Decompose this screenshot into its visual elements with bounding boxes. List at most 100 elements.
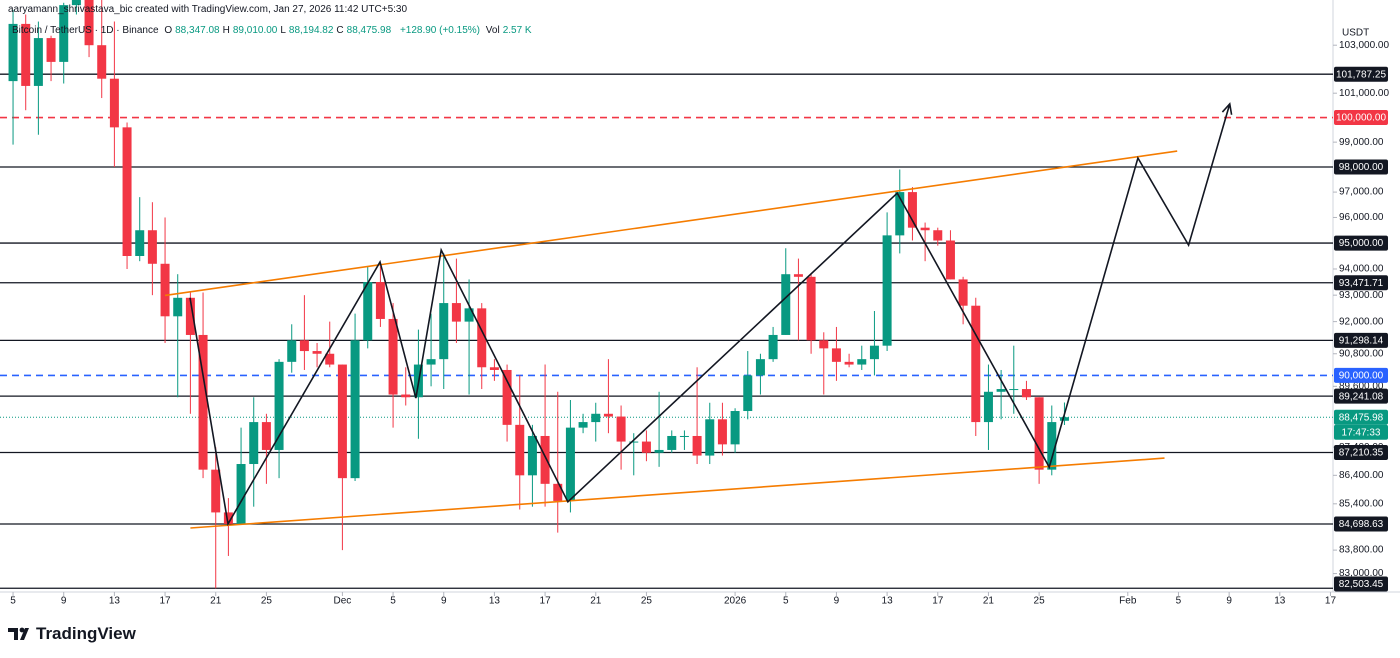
candle-body xyxy=(71,0,81,6)
candle-body xyxy=(553,483,563,501)
candle-body xyxy=(160,263,170,317)
x-tick-label: 21 xyxy=(983,596,995,607)
level-label-box xyxy=(1334,235,1388,251)
last-price-label: 88,475.98 xyxy=(1339,412,1384,423)
level-label-box xyxy=(1334,444,1388,460)
y-tick-label: 89,600.00 xyxy=(1339,381,1384,392)
x-tick-label: 9 xyxy=(61,596,67,607)
x-tick-label: 17 xyxy=(932,596,944,607)
candle-body xyxy=(388,318,398,395)
level-label-box xyxy=(1334,110,1388,126)
level-label-box xyxy=(1334,367,1388,383)
x-tick-label: 25 xyxy=(261,596,273,607)
candle-body xyxy=(84,0,94,46)
candle-body xyxy=(375,282,385,319)
candle-body xyxy=(591,413,601,423)
x-tick-label: 5 xyxy=(390,596,396,607)
x-tick-label: 13 xyxy=(109,596,121,607)
level-label: 100,000.00 xyxy=(1336,113,1386,124)
candle-body xyxy=(768,334,778,360)
x-tick-label: 5 xyxy=(10,596,16,607)
candle-body xyxy=(223,512,233,524)
candle-body xyxy=(8,23,18,82)
x-tick-label: 13 xyxy=(489,596,501,607)
y-tick-label: 103,000.00 xyxy=(1339,40,1389,51)
y-tick-label: 90,800.00 xyxy=(1339,348,1384,359)
x-tick-label: 9 xyxy=(1226,596,1232,607)
axes: 103,000.00 101,000.00 99,000.00 97,000.00 96… xyxy=(10,40,1389,607)
logo-text: TradingView xyxy=(36,624,136,643)
candle-body xyxy=(97,45,107,79)
candle-body xyxy=(831,348,841,362)
candle-body xyxy=(540,435,550,484)
candle-body xyxy=(730,411,740,445)
candle-body xyxy=(109,78,119,128)
x-tick-label: 13 xyxy=(1274,596,1286,607)
candle-body xyxy=(667,435,677,450)
y-tick-label: 97,000.00 xyxy=(1339,187,1384,198)
x-tick-label: 21 xyxy=(590,596,602,607)
ohlc-value: 88,347.08 xyxy=(175,25,220,36)
candle-body xyxy=(882,235,892,346)
drawing-line xyxy=(190,457,1165,529)
candle-body xyxy=(236,464,246,524)
candle-body xyxy=(907,192,917,228)
change: +128.90 (+0.15%) xyxy=(399,25,480,36)
candle-body xyxy=(350,340,360,479)
candle-body xyxy=(895,192,905,236)
level-label: 84,698.63 xyxy=(1339,519,1384,530)
x-tick-label: 13 xyxy=(882,596,894,607)
candle-body xyxy=(945,240,955,280)
x-tick-label: 21 xyxy=(210,596,222,607)
candle-body xyxy=(299,340,309,352)
ohlc-values: O 88,347.08 H 89,010.00 L 88,194.82 C 88,475.98 xyxy=(164,25,394,36)
x-tick-label: 5 xyxy=(783,596,789,607)
candle-body xyxy=(1021,389,1031,398)
ohlc-label: C xyxy=(336,25,344,36)
countdown-label-box xyxy=(1334,424,1388,440)
level-label-box xyxy=(1334,388,1388,404)
candle-body xyxy=(1034,397,1044,470)
candle-body xyxy=(451,303,461,322)
y-tick-label: 85,400.00 xyxy=(1339,498,1384,509)
candle-body xyxy=(717,419,727,445)
y-tick-label: 93,000.00 xyxy=(1339,290,1384,301)
arrow-head xyxy=(1221,102,1233,115)
candle-body xyxy=(1009,389,1019,391)
candle-body xyxy=(565,427,575,501)
level-label: 93,471.71 xyxy=(1339,278,1384,289)
candle-body xyxy=(819,340,829,349)
candle-body xyxy=(147,230,157,264)
ohlc-value: 88,194.82 xyxy=(288,25,334,36)
candle-body xyxy=(477,308,487,368)
candle-body xyxy=(869,345,879,360)
level-label-box xyxy=(1334,66,1388,82)
drawing-line xyxy=(189,103,1231,527)
candle-body xyxy=(996,389,1006,392)
currency-label: USDT xyxy=(1342,28,1369,39)
ohlc-value: 88,475.98 xyxy=(346,25,392,36)
level-label-box xyxy=(1334,576,1388,592)
candle-body xyxy=(971,305,981,423)
candle-body xyxy=(261,422,271,450)
candle-body xyxy=(363,282,373,341)
x-tick-label: 17 xyxy=(159,596,171,607)
ohlc-value: 89,010.00 xyxy=(232,25,278,36)
x-tick-label: 5 xyxy=(1176,596,1182,607)
candle-body xyxy=(527,435,537,476)
candle-body xyxy=(426,359,436,365)
countdown-label: 17:47:33 xyxy=(1342,427,1381,438)
drawing-line xyxy=(164,150,1178,297)
x-tick-label: 2026 xyxy=(724,596,747,607)
candle-body xyxy=(325,353,335,365)
candle-body xyxy=(135,230,145,256)
candle-body xyxy=(920,227,930,231)
legend: Bitcoin / TetherUS · 1D · Binance O 88,34… xyxy=(12,25,535,36)
candle-body xyxy=(287,340,297,362)
volume-value: 2.57 K xyxy=(502,25,532,36)
level-label-box xyxy=(1334,332,1388,348)
level-label-box xyxy=(1334,275,1388,291)
y-tick-label: 83,000.00 xyxy=(1339,568,1384,579)
